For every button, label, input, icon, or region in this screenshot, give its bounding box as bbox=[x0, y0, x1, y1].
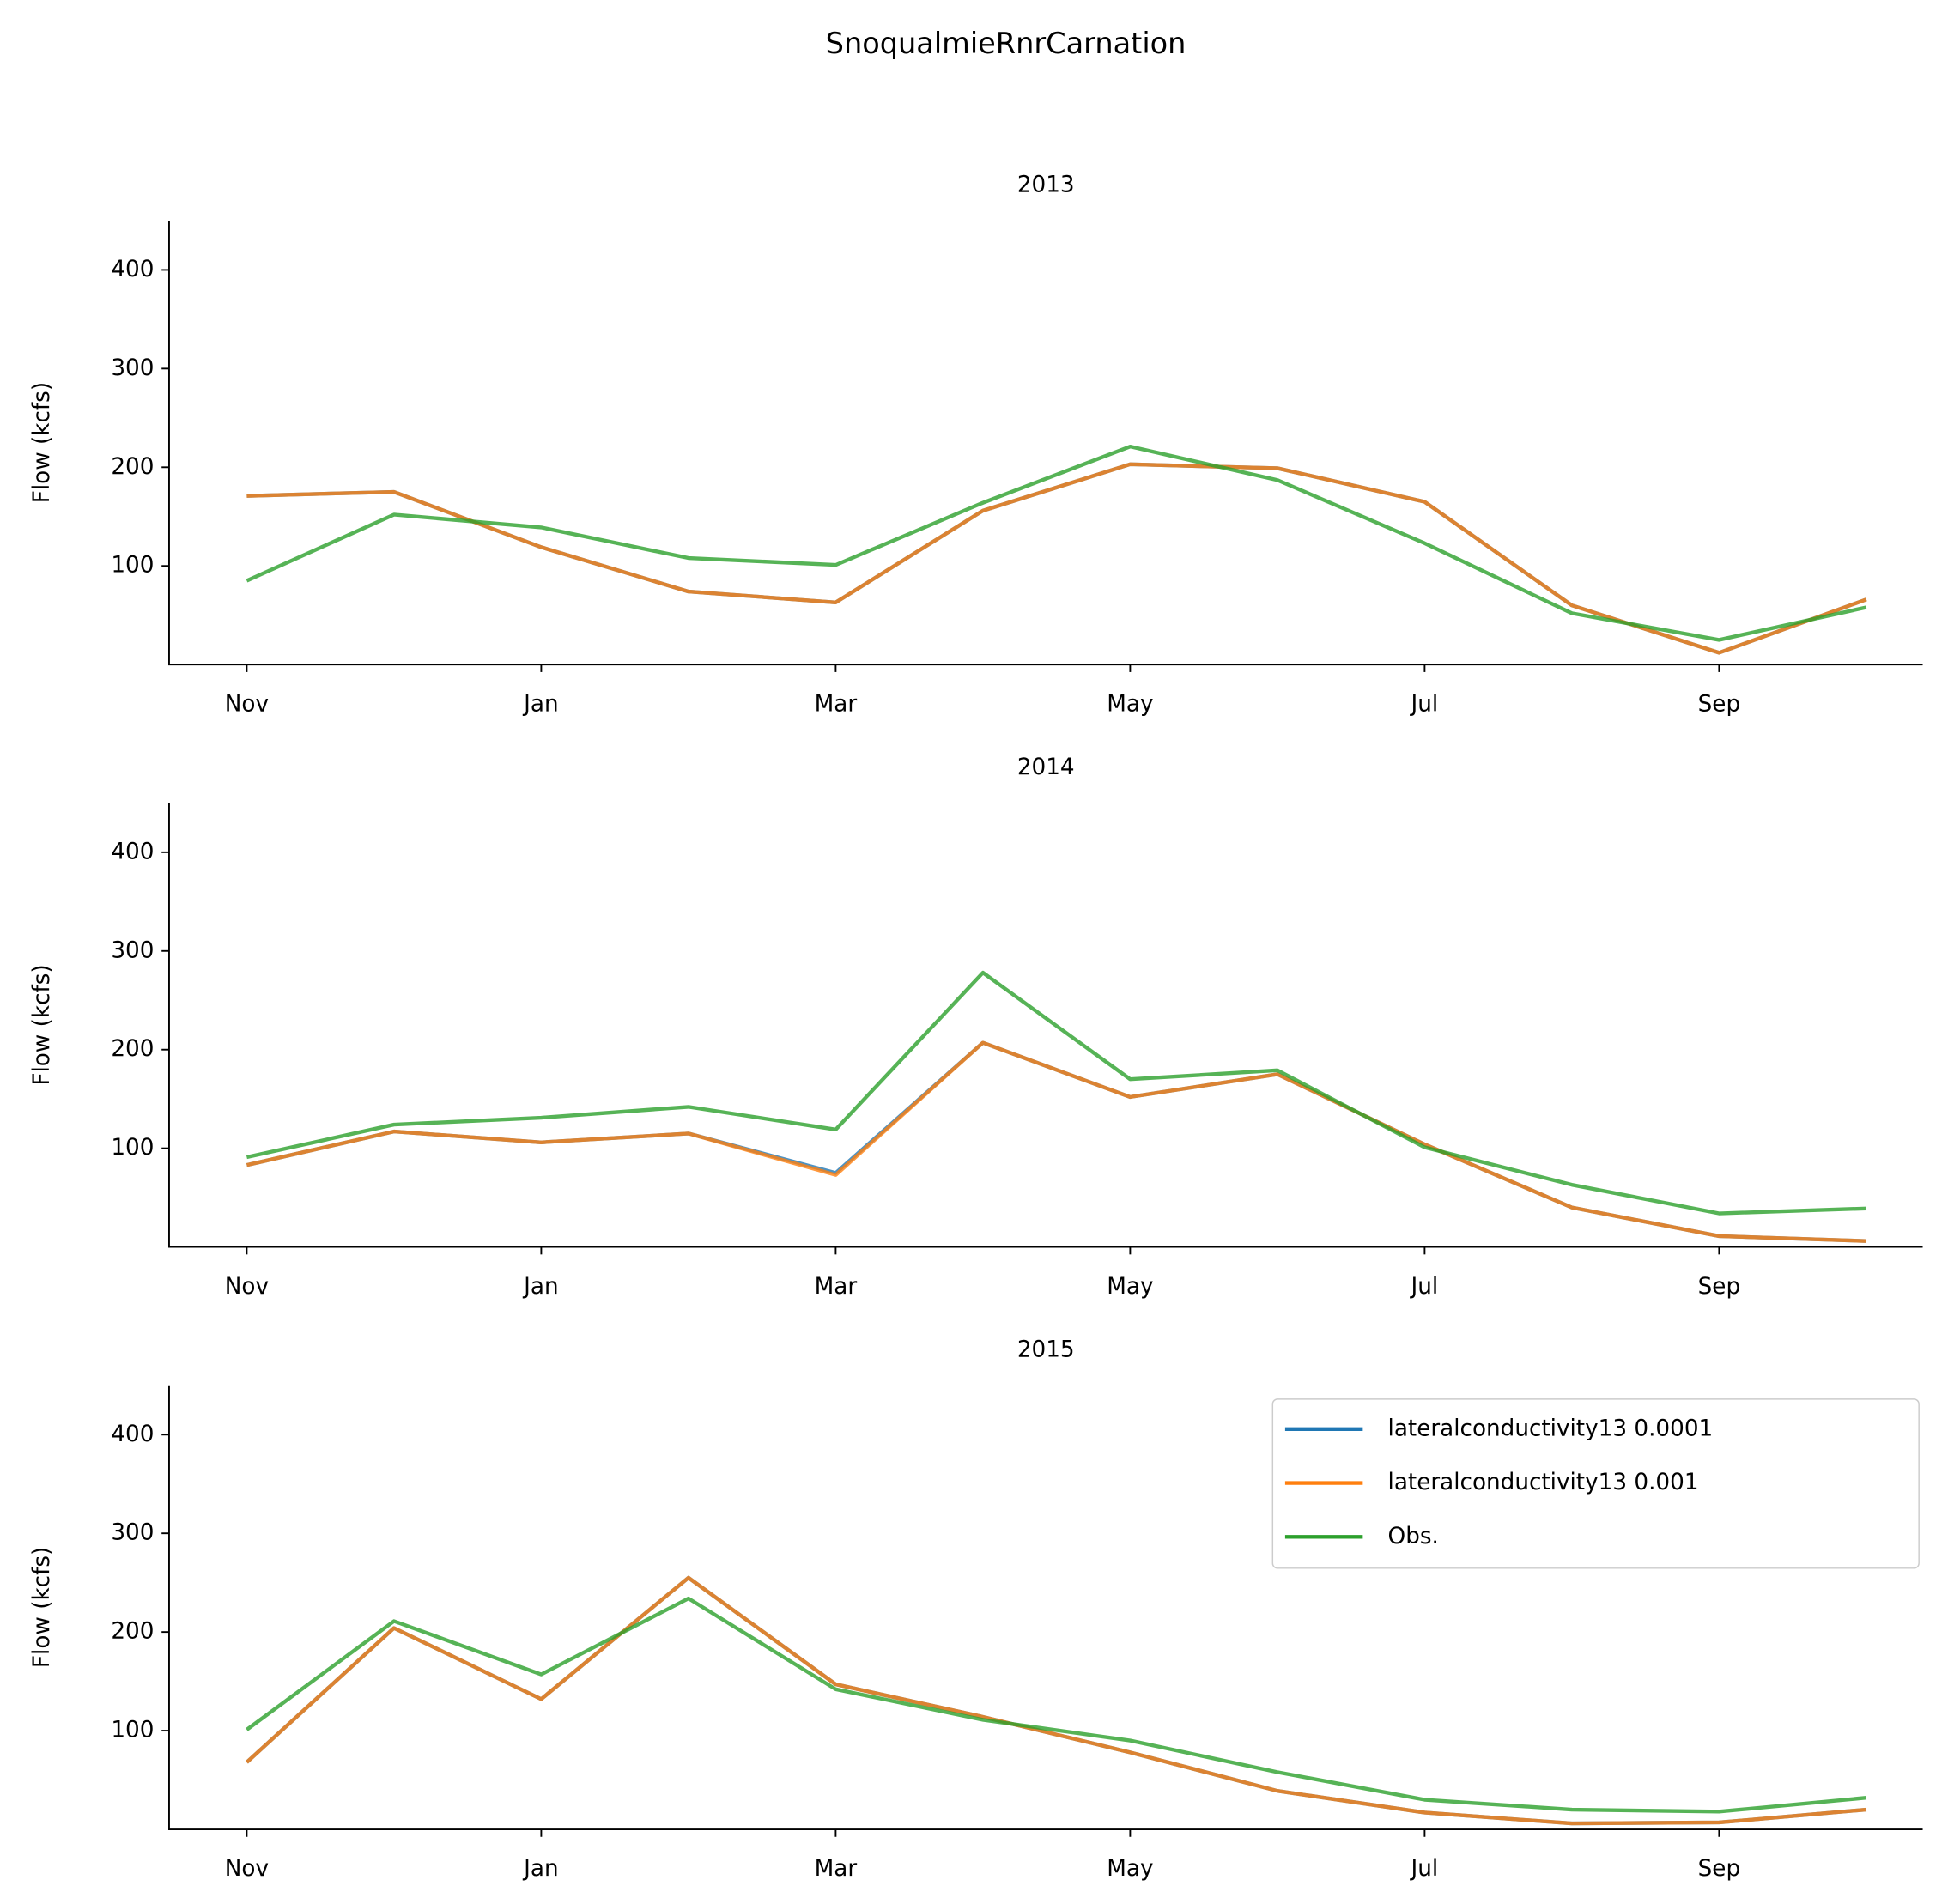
x-tick-label: Sep bbox=[1698, 1856, 1740, 1882]
series-line bbox=[246, 1040, 1866, 1243]
y-tick-label: 100 bbox=[111, 553, 154, 579]
y-tick-label: 300 bbox=[111, 937, 154, 963]
subplot-title: 2013 bbox=[1017, 173, 1075, 198]
legend-label: lateralconductivity13 0.0001 bbox=[1388, 1416, 1714, 1441]
x-tick-label: May bbox=[1107, 1856, 1153, 1882]
x-tick-label: Jan bbox=[522, 1274, 558, 1300]
x-tick-label: Mar bbox=[815, 1856, 858, 1882]
y-tick-label: 400 bbox=[111, 839, 154, 864]
y-tick-label: 300 bbox=[111, 355, 154, 381]
x-tick-label: Jan bbox=[522, 1856, 558, 1882]
x-tick-label: May bbox=[1107, 1274, 1153, 1300]
legend-label: lateralconductivity13 0.001 bbox=[1388, 1470, 1699, 1495]
axis-spines bbox=[168, 803, 1923, 1248]
x-tick-label: Nov bbox=[225, 1274, 269, 1300]
y-tick-label: 200 bbox=[111, 454, 154, 480]
series-line bbox=[246, 462, 1867, 655]
x-tick-label: Sep bbox=[1698, 1274, 1740, 1300]
figure-title: SnoqualmieRnrCarnation bbox=[826, 27, 1186, 60]
series-line bbox=[246, 970, 1866, 1216]
x-tick-label: Mar bbox=[815, 1274, 858, 1300]
x-tick-label: Sep bbox=[1698, 691, 1740, 717]
y-tick-label: 200 bbox=[111, 1036, 154, 1062]
subplot-title: 2015 bbox=[1017, 1337, 1075, 1362]
x-tick-label: Jul bbox=[1410, 691, 1439, 717]
series-line bbox=[246, 1596, 1867, 1814]
y-axis-label: Flow (kcfs) bbox=[29, 382, 55, 503]
y-tick-label: 100 bbox=[111, 1718, 154, 1743]
axis-spines bbox=[168, 220, 1923, 666]
legend-box bbox=[1271, 1398, 1920, 1569]
y-axis-label: Flow (kcfs) bbox=[29, 964, 55, 1085]
y-tick-label: 300 bbox=[111, 1520, 154, 1546]
series-line bbox=[245, 1575, 1867, 1826]
y-tick-label: 100 bbox=[111, 1135, 154, 1161]
y-tick-label: 400 bbox=[111, 1422, 154, 1447]
y-axis-label: Flow (kcfs) bbox=[29, 1547, 55, 1668]
series-line bbox=[246, 444, 1867, 642]
y-tick-label: 400 bbox=[111, 257, 154, 282]
x-tick-label: Jan bbox=[522, 691, 558, 717]
subplot-title: 2014 bbox=[1017, 755, 1075, 780]
x-tick-label: Jul bbox=[1410, 1274, 1439, 1300]
x-tick-label: Jul bbox=[1410, 1856, 1439, 1882]
x-tick-label: Nov bbox=[225, 1856, 269, 1882]
y-tick-label: 200 bbox=[111, 1619, 154, 1645]
x-tick-label: Nov bbox=[225, 691, 269, 717]
series-line bbox=[245, 1575, 1867, 1826]
series-line bbox=[246, 1040, 1866, 1243]
x-tick-label: Mar bbox=[815, 691, 858, 717]
x-tick-label: May bbox=[1107, 691, 1153, 717]
legend-label: Obs. bbox=[1388, 1524, 1439, 1549]
